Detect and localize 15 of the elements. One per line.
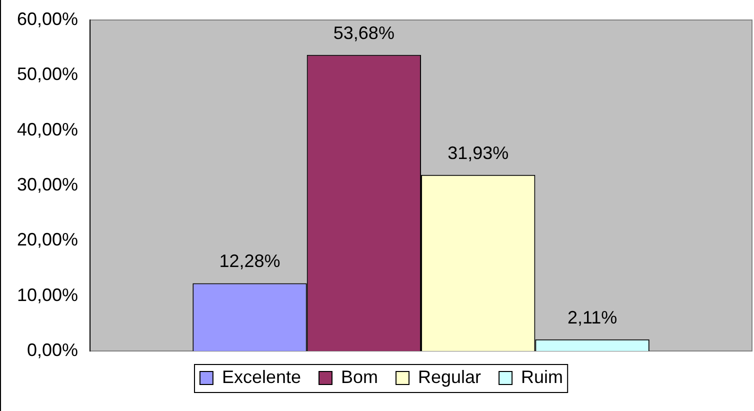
y-tick-label: 60,00% [16,8,78,29]
y-tick-label: 50,00% [16,64,78,84]
legend-label: Ruim [521,366,564,387]
y-tick-label: 0,00% [27,340,78,360]
legend-label: Excelente [222,366,302,387]
data-label: 12,28% [219,251,280,272]
data-label: 31,93% [448,142,509,163]
data-label: 53,68% [333,22,394,43]
y-tick-label: 20,00% [16,230,78,250]
y-tick-label: 40,00% [16,119,78,140]
legend-label: Bom [341,366,378,387]
data-label: 2,11% [567,307,618,328]
y-tick-label: 10,00% [16,284,78,305]
legend-label: Regular [418,366,482,387]
y-tick-label: 30,00% [16,174,78,194]
